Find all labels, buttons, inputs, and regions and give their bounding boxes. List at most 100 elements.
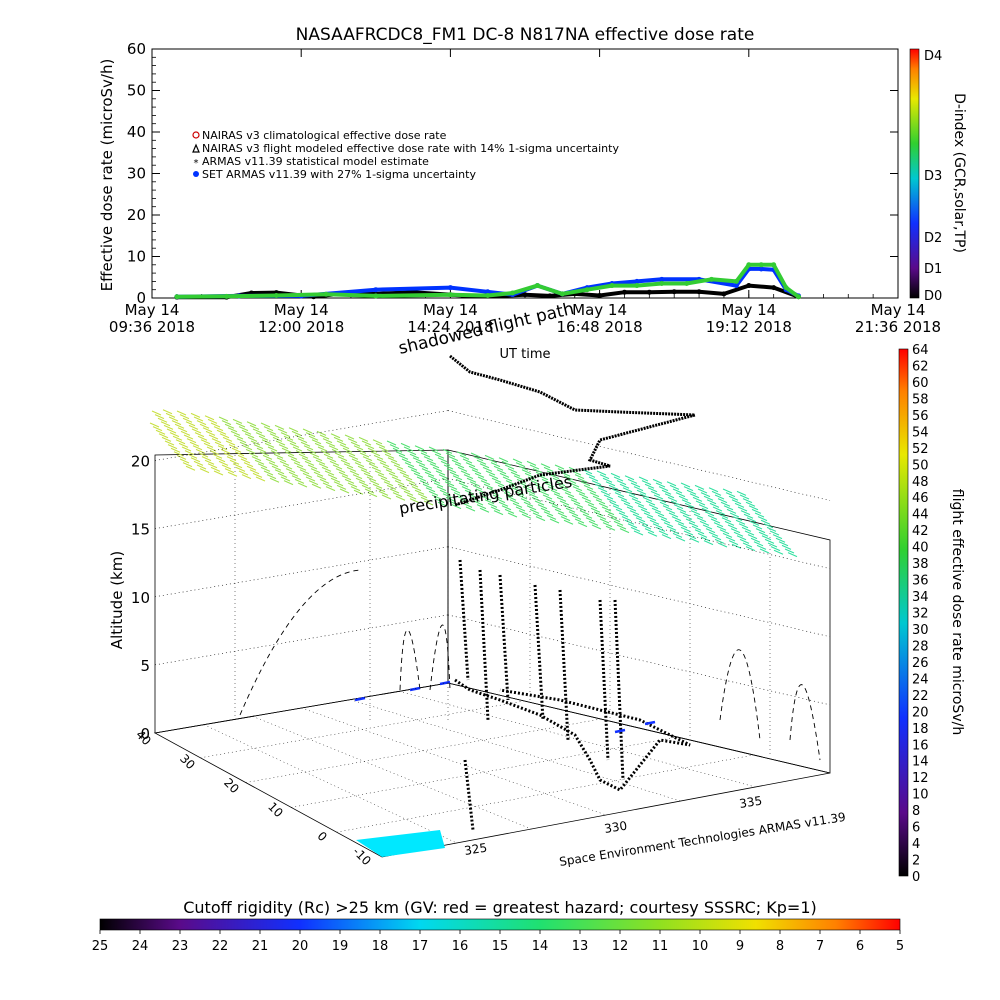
rigidity-mesh-hatch [257,463,268,469]
rigidity-tick-label: 6 [856,939,864,954]
lon-tick-label: 330 [603,819,628,836]
rigidity-mesh-hatch [763,523,774,529]
rigidity-mesh-hatch [616,480,627,486]
rigidity-mesh-hatch [230,430,241,436]
rigidity-mesh-hatch [609,501,620,507]
rigidity-tick-label: 14 [532,939,549,954]
rigidity-mesh-hatch [309,452,320,458]
series-point-2 [224,293,230,299]
dindex-label-d2: D2 [924,231,942,246]
rigidity-mesh-hatch [344,434,355,440]
rigidity-mesh-hatch [574,474,585,480]
rigidity-mesh-hatch [285,468,296,474]
rigidity-tick-label: 15 [492,939,509,954]
rigidity-mesh-hatch [378,490,389,496]
rigidity-mesh-hatch [638,520,649,526]
rigidity-mesh-hatch [717,542,728,548]
trajectory-low-dose-marker [409,686,421,692]
rigidity-mesh-hatch [549,518,560,524]
rigidity-mesh-hatch [288,427,299,433]
rigidity-mesh-hatch [308,480,319,486]
rigidity-mesh-hatch [550,489,561,495]
rigidity-mesh-hatch [736,535,747,541]
rigidity-mesh-hatch [250,440,261,446]
rigidity-mesh-hatch [418,464,429,470]
rigidity-mesh-hatch [238,470,249,476]
rigidity-mesh-hatch [280,432,291,438]
rigidity-mesh-hatch [411,486,422,492]
series-point-2 [783,285,789,291]
rigidity-mesh-hatch [251,456,262,462]
rigidity-mesh-hatch [375,487,386,493]
rigidity-mesh-hatch [369,480,380,486]
top-x-axis-label: UT time [500,347,551,362]
rigidity-mesh-hatch [330,433,341,439]
rigidity-mesh-hatch [357,465,368,471]
rigidity-mesh-hatch [655,482,666,488]
rigidity-mesh-hatch [563,519,574,525]
rigidity-mesh-hatch [683,530,694,536]
legend-marker-triangle [192,143,200,153]
series-point-0 [547,293,553,299]
rigidity-mesh-hatch [210,466,221,472]
rigidity-mesh-hatch [417,493,428,499]
z-tick-label: 15 [131,521,150,539]
trajectory-shadow [789,684,821,761]
flight-trajectory-3d [239,354,821,831]
rigidity-mesh-hatch [540,507,551,513]
rigidity-mesh-hatch [532,512,543,518]
rigidity-tick-label: 19 [332,939,349,954]
rigidity-mesh-hatch [386,484,397,490]
rigidity-mesh-hatch [644,483,655,489]
rigidity-mesh-hatch [335,468,346,474]
rigidity-mesh-hatch [281,447,292,453]
rigidity-mesh-hatch [633,530,644,536]
rigidity-mesh-hatch [615,508,626,514]
rigidity-mesh-hatch [193,416,204,422]
rigidity-mesh-hatch [178,442,189,448]
rigidity-mesh-hatch [640,508,651,514]
rigidity-mesh-hatch [394,480,405,486]
rigidity-mesh-hatch [292,446,303,452]
dose-tick-label: 14 [912,755,929,770]
rigidity-mesh-hatch [711,535,722,541]
floor-grid-line [203,724,457,844]
rigidity-mesh-hatch [729,512,740,518]
rigidity-mesh-hatch [582,513,593,519]
trajectory-low-dose-marker [354,696,366,702]
rigidity-mesh-hatch [728,495,739,501]
rigidity-mesh-hatch [425,487,436,493]
rigidity-mesh-hatch [487,502,498,508]
rigidity-mesh-hatch [190,457,201,463]
rigidity-mesh-hatch [395,451,406,457]
rigidity-mesh-hatch [218,416,229,422]
rigidity-mesh-hatch [256,447,267,453]
trajectory-shadow [719,649,761,741]
rigidity-mesh-hatch [255,432,266,438]
z-grid-back [154,410,449,461]
rigidity-mesh-hatch [681,499,692,505]
rigidity-mesh-hatch [385,469,396,475]
floor-grid-line [252,716,532,830]
rigidity-mesh-hatch [759,548,770,554]
rigidity-mesh-hatch [728,540,739,546]
z-tick-label: 5 [140,657,150,675]
rigidity-mesh-hatch [495,498,506,504]
rigidity-mesh-hatch [232,418,243,424]
rigidity-mesh-hatch [223,452,234,458]
rigidity-mesh-hatch [161,436,172,442]
series-point-2 [746,262,752,268]
rigidity-mesh-hatch [745,501,756,507]
rigidity-mesh-hatch [238,426,249,432]
rigidity-mesh-hatch [393,464,404,470]
rigidity-mesh-hatch [594,483,605,489]
rigidity-mesh-hatch [742,498,753,504]
rigidity-mesh-hatch [358,436,369,442]
rigidity-mesh-hatch [666,481,677,487]
rigidity-mesh-hatch [445,496,456,502]
trajectory-vertical [478,569,490,721]
series-point-2 [758,262,764,268]
rigidity-mesh-hatch [227,427,238,433]
rigidity-mesh-hatch [697,532,708,538]
